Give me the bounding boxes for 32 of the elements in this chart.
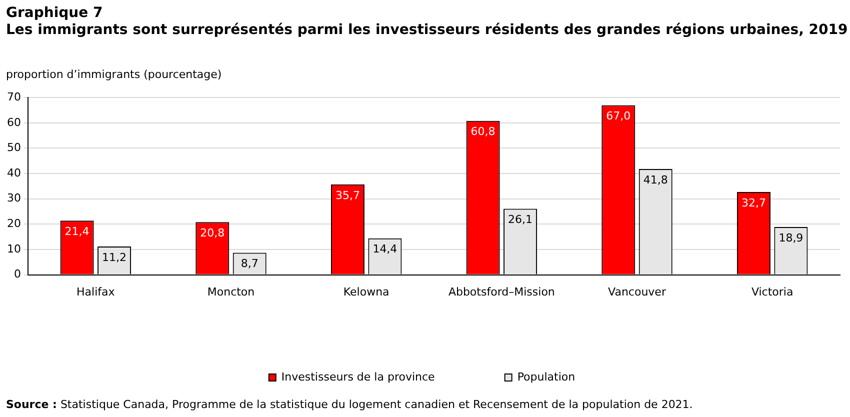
source-note: Source : Statistique Canada, Programme de la statistique du logement canadien et Recensement de la population de 2021. <box>6 398 693 411</box>
data-label: 20,8 <box>200 226 225 240</box>
x-tick-label: Kelowna <box>343 285 390 298</box>
y-tick-label: 10 <box>6 242 21 256</box>
data-label: 67,0 <box>606 110 631 123</box>
x-tick-label: Victoria <box>751 285 794 298</box>
y-tick-label: 40 <box>6 166 21 180</box>
y-tick-label: 50 <box>6 141 21 154</box>
data-label: 11,2 <box>102 250 127 264</box>
chart-title: Graphique 7 <box>6 5 104 22</box>
y-tick-label: 70 <box>6 90 21 104</box>
legend-label: Investisseurs de la province <box>281 370 436 384</box>
chart-subtitle: Les immigrants sont surreprésentés parmi les investisseurs résidents des grandes régions urbaines, 2019 <box>6 22 848 39</box>
data-label: 8,7 <box>240 257 258 270</box>
y-tick-label: 30 <box>6 192 21 205</box>
x-tick-label: Halifax <box>76 285 116 298</box>
y-tick-label: 60 <box>6 116 21 129</box>
y-tick-label: 20 <box>6 217 21 230</box>
x-tick-label: Moncton <box>207 285 255 298</box>
data-label: 41,8 <box>643 173 668 186</box>
x-tick-label: Vancouver <box>608 285 666 298</box>
data-label: 21,4 <box>64 224 90 238</box>
y-axis-title: proportion d’immigrants (pourcentage) <box>6 68 222 81</box>
data-label: 26,1 <box>508 213 533 226</box>
x-tick-label: Abbotsford–Mission <box>448 285 555 298</box>
data-label: 32,7 <box>741 196 766 210</box>
data-label: 18,9 <box>778 231 804 244</box>
y-tick-label: 0 <box>14 268 21 281</box>
data-label: 35,7 <box>335 188 360 202</box>
data-label: 60,8 <box>470 125 496 138</box>
data-label: 14,4 <box>372 242 398 256</box>
legend-label: Population <box>517 370 576 384</box>
